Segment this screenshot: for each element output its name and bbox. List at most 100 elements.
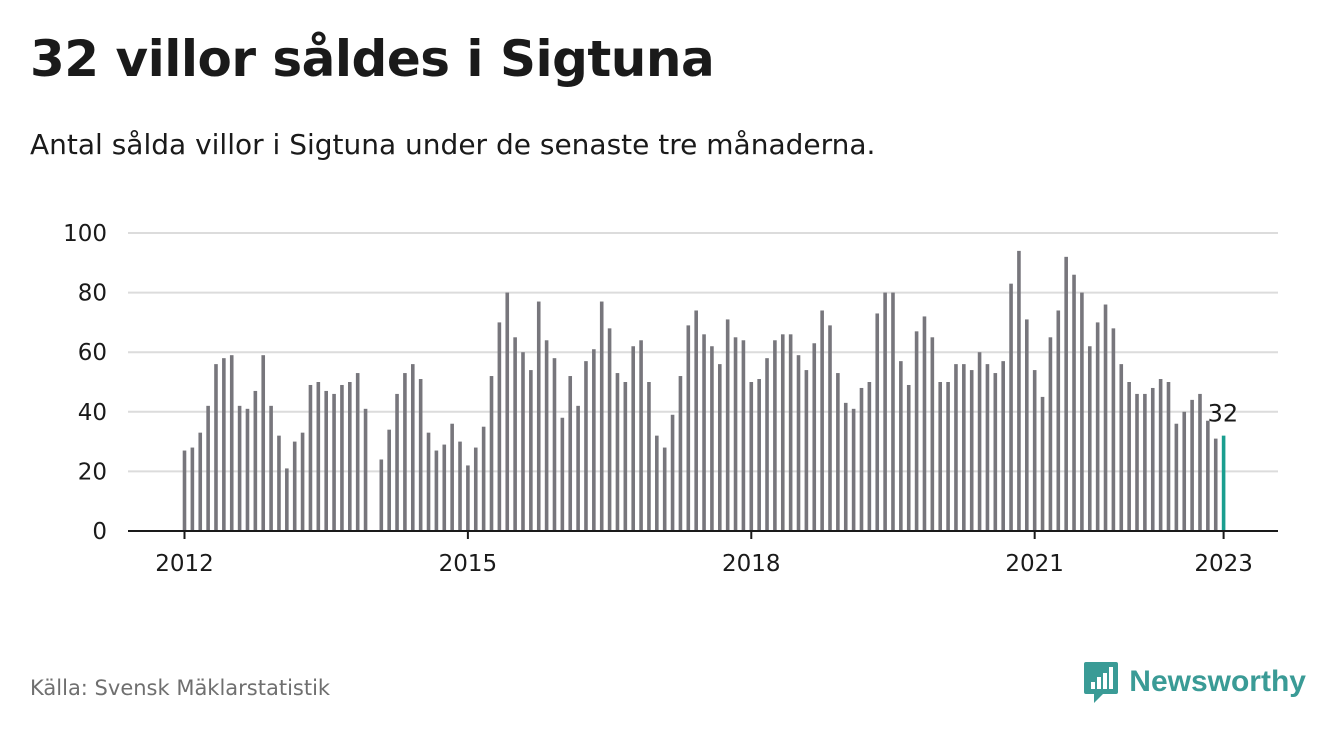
bar bbox=[717, 364, 722, 531]
bar bbox=[442, 444, 447, 531]
bar bbox=[930, 337, 935, 531]
bar bbox=[694, 310, 698, 531]
bar bbox=[836, 373, 840, 531]
bar bbox=[733, 337, 738, 531]
bar bbox=[796, 355, 801, 531]
x-tick-label: 2012 bbox=[155, 551, 214, 577]
bar bbox=[387, 429, 391, 531]
bar bbox=[1032, 370, 1037, 531]
bar bbox=[568, 376, 573, 531]
bar bbox=[914, 331, 919, 531]
bar bbox=[497, 322, 502, 531]
bar bbox=[489, 376, 494, 531]
bar bbox=[1103, 304, 1108, 531]
bar bbox=[340, 384, 344, 531]
bar bbox=[969, 370, 974, 531]
bar bbox=[859, 387, 864, 531]
bar bbox=[1206, 420, 1210, 531]
bar bbox=[1025, 319, 1029, 531]
bar bbox=[269, 405, 273, 531]
bar bbox=[906, 384, 911, 531]
bar bbox=[639, 340, 643, 531]
bar bbox=[1158, 379, 1163, 531]
y-tick-label: 40 bbox=[78, 400, 107, 426]
bar bbox=[899, 361, 903, 531]
bar bbox=[883, 292, 887, 531]
bar bbox=[536, 301, 541, 531]
bar bbox=[891, 292, 895, 531]
bar bbox=[190, 447, 195, 531]
bar bbox=[513, 337, 517, 531]
bar bbox=[702, 334, 706, 531]
bar bbox=[316, 382, 321, 531]
bar bbox=[741, 340, 746, 531]
y-tick-label: 100 bbox=[63, 221, 107, 247]
bar bbox=[820, 310, 824, 531]
bar bbox=[1001, 361, 1005, 531]
bar bbox=[615, 373, 620, 531]
bar bbox=[576, 405, 580, 531]
bar bbox=[946, 382, 950, 531]
bar bbox=[1017, 250, 1021, 531]
bar bbox=[1048, 337, 1053, 531]
x-tick-label: 2015 bbox=[439, 551, 498, 577]
highlight-value-label: 32 bbox=[1208, 400, 1239, 428]
highlight-bar bbox=[1221, 435, 1226, 531]
bar bbox=[725, 319, 730, 531]
y-tick-label: 0 bbox=[92, 519, 107, 545]
bar bbox=[237, 405, 242, 531]
bar bbox=[977, 352, 982, 531]
bar bbox=[1182, 411, 1187, 531]
bar bbox=[222, 358, 226, 531]
bar bbox=[292, 441, 297, 531]
bar bbox=[214, 364, 218, 531]
bar bbox=[985, 364, 990, 531]
bar bbox=[780, 334, 785, 531]
bar bbox=[529, 370, 533, 531]
bar bbox=[466, 465, 470, 531]
bar bbox=[229, 355, 234, 531]
bar bbox=[662, 447, 667, 531]
bar bbox=[599, 301, 604, 531]
bar bbox=[1111, 328, 1116, 531]
y-tick-label: 60 bbox=[78, 340, 107, 366]
bar bbox=[505, 292, 510, 531]
chart-subtitle: Antal sålda villor i Sigtuna under de se… bbox=[30, 128, 876, 161]
bar bbox=[348, 382, 352, 531]
bar bbox=[285, 468, 289, 531]
bar bbox=[592, 349, 596, 531]
bar bbox=[552, 358, 557, 531]
bar bbox=[623, 382, 628, 531]
bar bbox=[198, 432, 203, 531]
bar bbox=[1056, 310, 1061, 531]
bar bbox=[670, 414, 675, 531]
bar bbox=[1080, 292, 1084, 531]
bar bbox=[253, 390, 258, 531]
x-tick-label: 2018 bbox=[722, 551, 781, 577]
bar bbox=[206, 405, 210, 531]
bar bbox=[1174, 423, 1179, 531]
bar bbox=[631, 346, 636, 531]
bar bbox=[1127, 382, 1131, 531]
bar bbox=[655, 435, 659, 531]
bar bbox=[710, 346, 714, 531]
bar bbox=[1198, 393, 1202, 531]
bar bbox=[686, 325, 691, 531]
bar bbox=[1064, 256, 1068, 531]
bar bbox=[182, 450, 187, 531]
bar bbox=[355, 373, 360, 531]
bar bbox=[450, 423, 454, 531]
bar bbox=[812, 343, 817, 531]
bar bbox=[324, 390, 328, 531]
bar bbox=[1095, 322, 1100, 531]
bar bbox=[410, 364, 415, 531]
bar bbox=[481, 426, 486, 531]
bar bbox=[922, 316, 927, 531]
bar bbox=[1166, 382, 1171, 531]
bar bbox=[434, 450, 439, 531]
bar bbox=[607, 328, 612, 531]
source-note: Källa: Svensk Mäklarstatistik bbox=[30, 676, 331, 700]
bar bbox=[954, 364, 958, 531]
bar bbox=[1009, 283, 1013, 531]
bar bbox=[473, 447, 478, 531]
